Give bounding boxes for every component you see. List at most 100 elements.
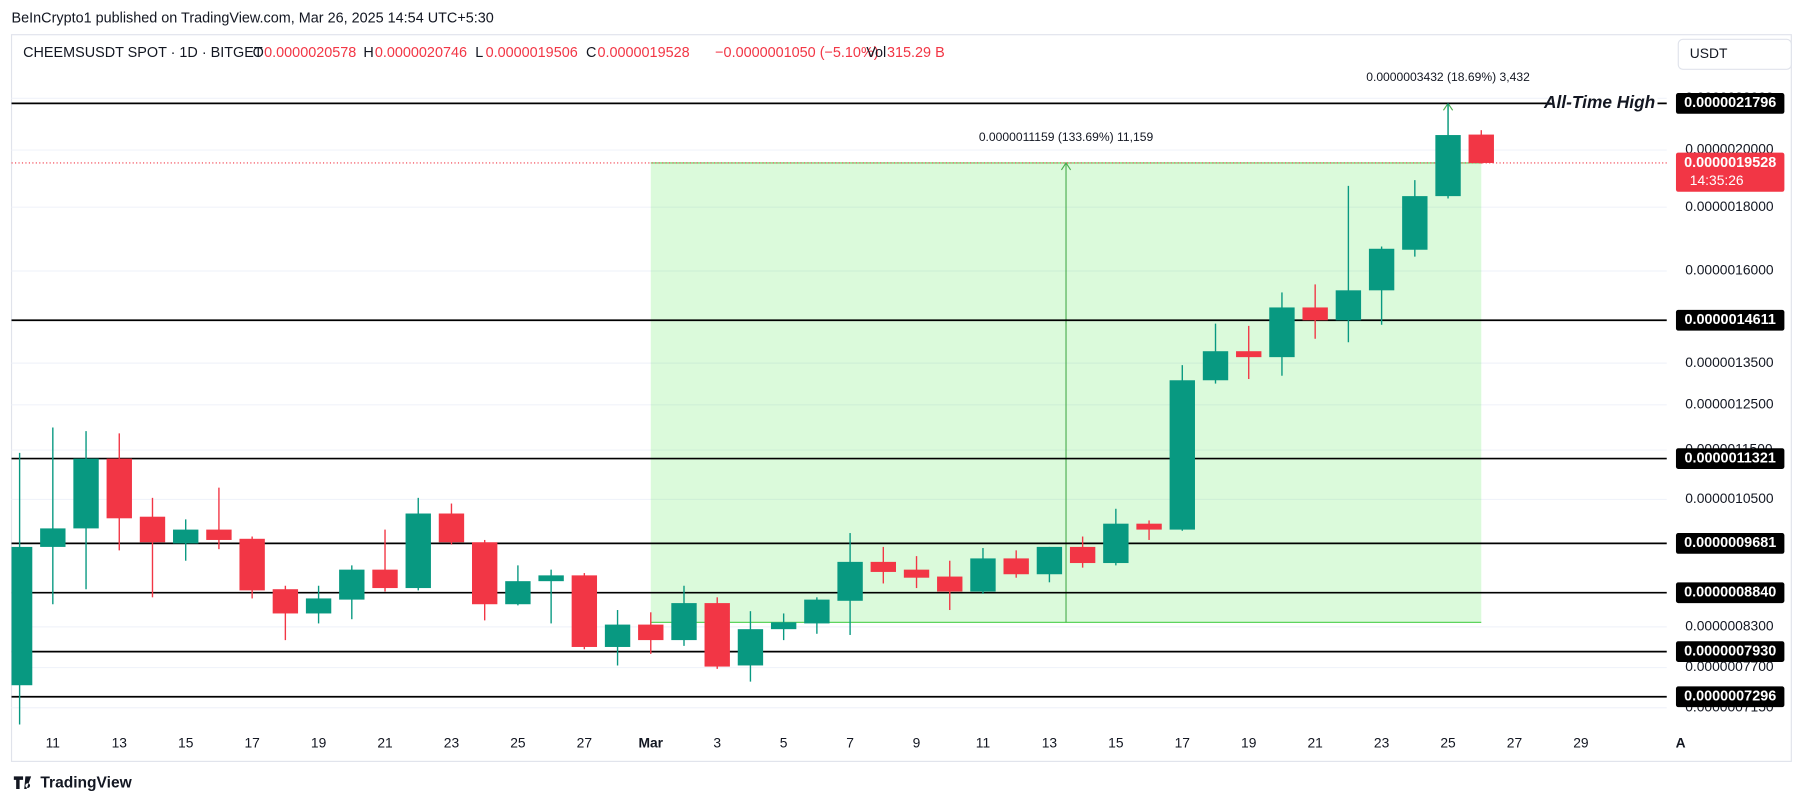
arrow-head <box>1060 161 1072 171</box>
x-tick-label: 19 <box>311 735 327 751</box>
level-label: 0.0000007296 <box>1684 689 1776 705</box>
level-label: 0.0000009681 <box>1684 535 1776 551</box>
brand-logo <box>13 776 32 790</box>
pane-border <box>10 34 1792 762</box>
y-tick-label: 0.0000007700 <box>1685 658 1774 674</box>
candle-body <box>1269 307 1295 358</box>
candle-body <box>903 569 930 578</box>
candle-body <box>1335 290 1362 321</box>
level-note: All-Time High <box>1543 92 1655 112</box>
change: −0.0000001050 (−5.10%) <box>715 45 878 61</box>
candle-body <box>1169 380 1195 530</box>
x-tick-label: Mar <box>638 735 663 751</box>
x-tick-label: 5 <box>780 735 788 751</box>
vol-label: Vol <box>866 45 886 61</box>
published: BeInCrypto1 published on TradingView.com… <box>12 10 494 26</box>
x-tick-label: A <box>1676 735 1686 751</box>
candle-body <box>671 603 697 641</box>
x-tick-label: 27 <box>577 735 592 751</box>
measure-label: 0.0000011159 (133.69%) 11,159 <box>979 130 1154 144</box>
x-tick-label: 21 <box>1307 735 1323 751</box>
candle-body <box>339 569 365 600</box>
level-label: 0.0000014611 <box>1685 312 1776 328</box>
candle-body <box>770 622 797 630</box>
y-tick-label: 0.0000013500 <box>1685 354 1774 370</box>
candle-body <box>139 516 166 543</box>
ohlc-value: 0.0000020578 <box>264 45 356 61</box>
candle-body <box>737 629 764 666</box>
level-label: 0.0000008840 <box>1684 585 1776 601</box>
candle-body <box>604 624 631 647</box>
y-tick-label: 0.0000010500 <box>1685 490 1774 506</box>
candle-body <box>173 529 199 544</box>
y-tick-label: 0.0000018000 <box>1685 198 1774 214</box>
candle-body <box>1402 196 1428 250</box>
candle-body <box>73 458 99 529</box>
level-box <box>1675 582 1785 604</box>
x-tick-label: 15 <box>1108 735 1124 751</box>
ohlc-letter: L <box>475 45 483 61</box>
candle-body <box>937 576 963 592</box>
x-tick-label: 27 <box>1507 735 1522 751</box>
candle-body <box>438 513 465 543</box>
candle-body <box>1136 523 1162 530</box>
candle-body <box>638 624 664 641</box>
level-label: 0.0000021796 <box>1684 95 1776 111</box>
level-box <box>1675 533 1785 554</box>
x-tick-label: 23 <box>1374 735 1390 751</box>
x-tick-label: 25 <box>510 735 526 751</box>
currency-button[interactable] <box>1677 38 1792 70</box>
ohlc-letter: H <box>363 45 373 61</box>
candle-body <box>837 561 863 601</box>
candle-body <box>372 569 398 589</box>
level-box <box>1675 93 1785 114</box>
candle-body <box>206 529 232 540</box>
candle-body <box>471 542 498 605</box>
candle-body <box>11 546 33 686</box>
candle-body <box>1036 546 1063 575</box>
volume: 315.29 B <box>887 45 945 61</box>
ohlc-value: 0.0000019528 <box>597 45 689 61</box>
ohlc-value: 0.0000019506 <box>486 45 578 61</box>
candle-body <box>1003 558 1029 575</box>
candle-body <box>239 538 265 591</box>
x-tick-label: 19 <box>1241 735 1257 751</box>
ohlc-letter: C <box>586 45 596 61</box>
candle-body <box>405 513 431 589</box>
countdown: 14:35:26 <box>1690 172 1744 188</box>
x-tick-label: 29 <box>1573 735 1589 751</box>
x-tick-label: 25 <box>1440 735 1456 751</box>
level-box <box>1675 309 1785 331</box>
symbol: CHEEMSUSDT SPOT · 1D · BITGET <box>23 45 263 61</box>
level-label: 0.0000011321 <box>1685 450 1776 466</box>
candle-body <box>272 589 299 614</box>
candle-body <box>1202 351 1229 381</box>
x-tick-label: 13 <box>112 735 128 751</box>
candle-body <box>970 558 996 592</box>
candle-body <box>305 598 332 614</box>
x-tick-label: 23 <box>444 735 460 751</box>
currency[interactable]: USDT <box>1690 45 1728 61</box>
candle-body <box>870 561 897 572</box>
y-tick-label: 0.0000008300 <box>1685 618 1774 634</box>
level-box <box>1675 686 1785 708</box>
y-tick-label: 0.0000012500 <box>1685 396 1774 412</box>
x-tick-label: 11 <box>976 735 991 751</box>
candle-body <box>1368 248 1395 291</box>
candle-body <box>1069 546 1096 564</box>
candle-body <box>1103 523 1129 564</box>
price-label: 0.0000019528 <box>1684 155 1776 171</box>
x-tick-label: 7 <box>846 735 854 751</box>
level-box <box>1675 641 1785 662</box>
price-box <box>1675 152 1785 192</box>
candle-body <box>106 458 132 519</box>
x-tick-label: 17 <box>244 735 259 751</box>
y-tick-label: 0.0000016000 <box>1685 262 1774 278</box>
candle-body <box>538 575 564 582</box>
ohlc-letter: O <box>253 45 264 61</box>
x-tick-label: 21 <box>377 735 393 751</box>
candle-body <box>804 599 830 624</box>
x-tick-label: 9 <box>913 735 921 751</box>
x-tick-label: 3 <box>713 735 721 751</box>
